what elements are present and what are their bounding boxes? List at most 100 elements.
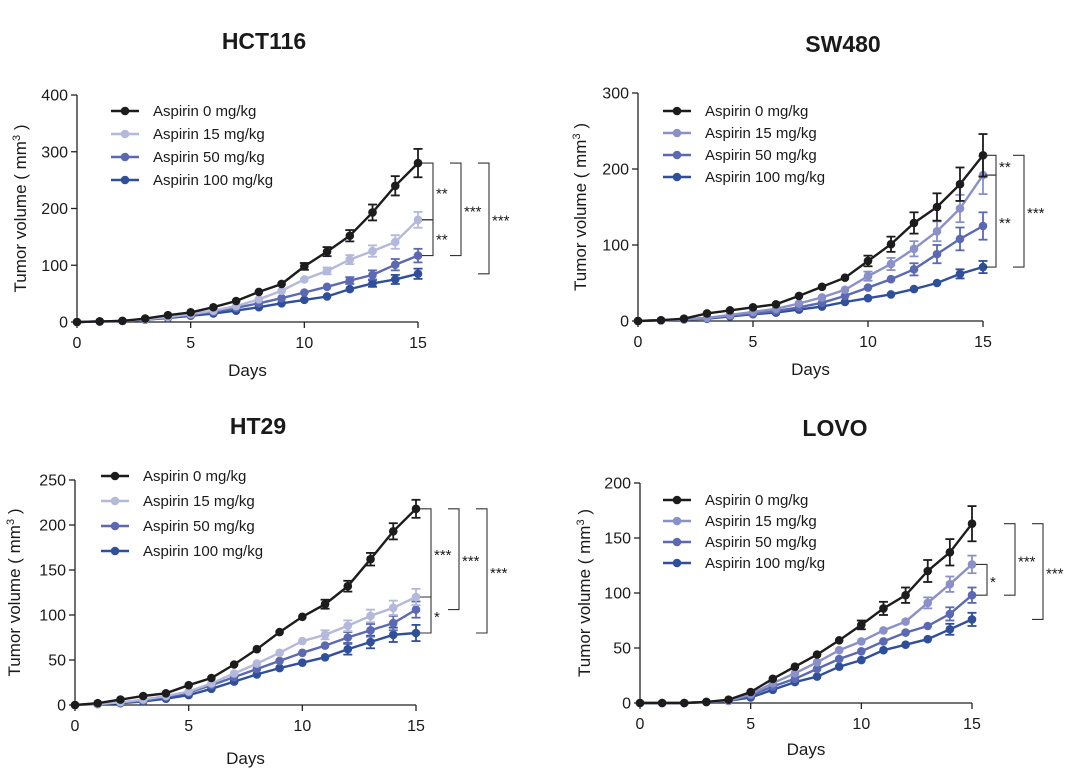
- x-tick-label: 5: [746, 716, 755, 733]
- data-point: [725, 306, 735, 315]
- data-point: [879, 604, 888, 613]
- data-point: [679, 698, 689, 708]
- data-point: [834, 654, 844, 664]
- legend-marker: [120, 106, 130, 116]
- x-axis-title: Days: [787, 740, 826, 759]
- data-point: [254, 295, 264, 304]
- data-point: [93, 698, 103, 708]
- data-point: [411, 592, 421, 602]
- legend-marker: [672, 172, 682, 182]
- legend-label: Aspirin 15 mg/kg: [705, 125, 817, 142]
- data-point: [345, 276, 355, 285]
- significance-label: **: [436, 232, 448, 249]
- data-point: [413, 215, 423, 225]
- data-point: [231, 296, 241, 306]
- data-point: [366, 637, 375, 647]
- data-point: [955, 234, 965, 244]
- data-point: [702, 309, 712, 318]
- data-point: [275, 663, 284, 673]
- data-point: [724, 695, 733, 704]
- data-point: [879, 626, 888, 635]
- y-tick-label: 50: [48, 653, 66, 670]
- x-tick-label: 10: [293, 718, 311, 735]
- legend-item-aspirin-15-mg-kg: Aspirin 15 mg/kg: [101, 493, 255, 510]
- legend-marker: [672, 106, 682, 116]
- x-tick-label: 15: [409, 335, 427, 352]
- data-point: [163, 310, 173, 320]
- data-point: [702, 697, 711, 707]
- series-aspirin-15-mg-kg: [633, 155, 988, 326]
- y-axis-title: Tumor volume ( mm3 ): [11, 125, 30, 293]
- data-point: [322, 266, 332, 276]
- data-point: [411, 628, 421, 638]
- data-point: [95, 317, 105, 326]
- x-tick-label: 10: [859, 334, 877, 351]
- legend-item-aspirin-0-mg-kg: Aspirin 0 mg/kg: [101, 468, 246, 485]
- legend-item-aspirin-15-mg-kg: Aspirin 15 mg/kg: [663, 125, 817, 142]
- data-point: [863, 271, 873, 281]
- significance-bracket: [422, 219, 434, 257]
- legend-label: Aspirin 0 mg/kg: [705, 103, 808, 120]
- y-axis-title: Tumor volume ( mm3 ): [575, 509, 594, 677]
- chart-title: HCT116: [222, 28, 306, 54]
- y-tick-label: 0: [622, 696, 631, 713]
- data-point: [320, 641, 330, 650]
- data-point: [388, 618, 398, 628]
- data-point: [879, 637, 888, 646]
- legend-label: Aspirin 15 mg/kg: [153, 126, 265, 143]
- data-point: [945, 579, 955, 589]
- data-point: [656, 315, 666, 325]
- significance-bracket: [478, 162, 490, 275]
- data-point: [967, 519, 977, 528]
- legend-marker: [110, 546, 120, 556]
- data-point: [345, 231, 355, 241]
- data-point: [300, 275, 309, 284]
- series-line: [76, 162, 419, 324]
- legend-item-aspirin-100-mg-kg: Aspirin 100 mg/kg: [663, 169, 825, 186]
- data-point: [812, 650, 822, 659]
- data-point: [978, 221, 988, 231]
- legend-marker: [120, 129, 130, 139]
- data-point: [161, 689, 171, 698]
- y-tick-label: 200: [604, 476, 631, 493]
- data-point: [945, 625, 955, 634]
- y-tick-label: 50: [613, 641, 631, 658]
- legend-item-aspirin-15-mg-kg: Aspirin 15 mg/kg: [663, 513, 817, 530]
- significance-label: ***: [1027, 205, 1045, 222]
- data-point: [768, 674, 778, 684]
- chart-panel-hct116: HCT116 0 100 200 300 400 0 5 10 15 Days Tumor volum…: [11, 28, 510, 380]
- x-tick-label: 10: [852, 716, 870, 733]
- legend-marker: [672, 558, 682, 568]
- data-point: [140, 314, 150, 323]
- legend-label: Aspirin 15 mg/kg: [705, 513, 817, 530]
- chart-panel-ht29: HT29 0 50 100 150 200 250 0 5 10 15 Days Tumor volum…: [5, 413, 508, 768]
- data-point: [322, 282, 332, 292]
- y-tick-label: 200: [39, 518, 66, 535]
- y-tick-label: 300: [602, 86, 629, 103]
- data-point: [923, 621, 933, 631]
- data-point: [277, 293, 286, 303]
- significance-label: *: [990, 574, 996, 591]
- data-point: [118, 316, 127, 326]
- data-point: [817, 282, 827, 292]
- data-point: [72, 317, 82, 327]
- series-line: [637, 224, 984, 323]
- series-aspirin-100-mg-kg: [70, 624, 421, 710]
- legend-label: Aspirin 15 mg/kg: [143, 493, 255, 510]
- data-point: [138, 691, 148, 701]
- significance-brackets: **********: [420, 508, 508, 634]
- data-point: [794, 291, 804, 301]
- significance-label: ***: [464, 203, 482, 220]
- significance-bracket: [420, 596, 432, 634]
- data-point: [679, 314, 689, 324]
- series-line: [637, 265, 984, 323]
- significance-label: ***: [462, 553, 480, 570]
- significance-bracket: [448, 508, 460, 611]
- series-aspirin-0-mg-kg: [70, 498, 421, 710]
- data-point: [863, 283, 873, 292]
- data-point: [790, 669, 800, 678]
- data-point: [834, 636, 844, 645]
- data-point: [909, 244, 919, 254]
- data-point: [857, 647, 866, 656]
- significance-brackets: *******: [976, 523, 1064, 620]
